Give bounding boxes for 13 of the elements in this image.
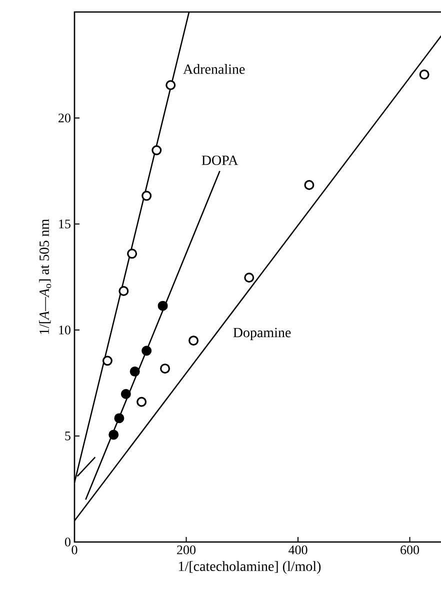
- y-tick-label: 5: [65, 432, 70, 440]
- x-tick-label: 0: [72, 546, 78, 554]
- series-label: Dopamine: [233, 328, 291, 340]
- y-tick-label: 0: [64, 538, 70, 546]
- series-label: Adrenaline: [183, 64, 245, 74]
- x-tick-label: 200: [177, 546, 196, 554]
- series-label: DOPA: [202, 156, 238, 166]
- x-axis-title: 1/[catecholamine] (l/mol): [179, 561, 321, 574]
- y-tick-label: 20: [58, 114, 70, 122]
- x-tick-label: 400: [288, 546, 308, 554]
- y-tick-label: 10: [59, 326, 70, 334]
- y-tick-label: 15: [59, 220, 70, 228]
- x-tick-label: 600: [400, 546, 420, 554]
